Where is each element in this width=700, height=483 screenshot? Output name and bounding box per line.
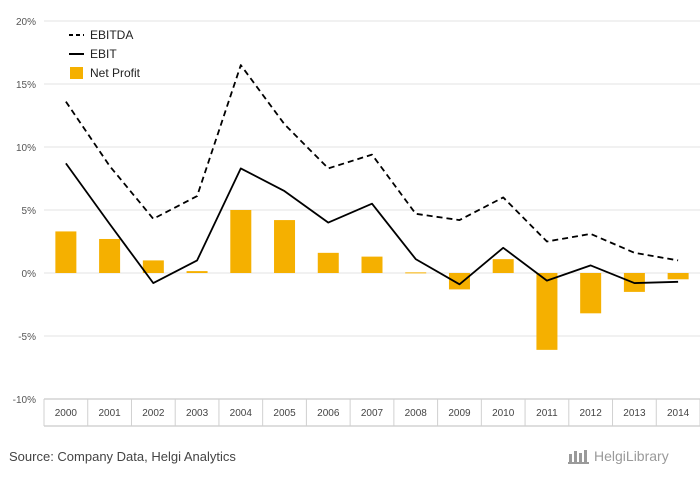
helgi-library-logo: HelgiLibrary bbox=[568, 448, 669, 464]
y-tick-label: 0% bbox=[22, 269, 37, 280]
x-tick-label: 2010 bbox=[492, 408, 515, 419]
x-tick-label: 2003 bbox=[186, 408, 209, 419]
x-tick-label: 2012 bbox=[580, 408, 603, 419]
y-tick-label: 5% bbox=[22, 206, 37, 217]
y-tick-label: 10% bbox=[16, 143, 36, 154]
gridlines bbox=[44, 20, 700, 400]
net-profit-bar bbox=[317, 252, 339, 273]
legend: EBITDA EBIT Net Profit bbox=[69, 28, 141, 80]
net-profit-bar bbox=[448, 273, 470, 290]
legend-swatch bbox=[70, 67, 83, 79]
net-profit-bar bbox=[274, 220, 296, 273]
library-icon bbox=[568, 450, 589, 464]
y-tick-label: -10% bbox=[13, 395, 36, 406]
legend-label: Net Profit bbox=[90, 66, 141, 80]
y-tick-label: 15% bbox=[16, 80, 36, 91]
ebitda-line bbox=[65, 64, 679, 262]
net-profit-bar bbox=[230, 210, 252, 273]
logo-text: HelgiLibrary bbox=[594, 448, 669, 464]
y-tick-label: 20% bbox=[16, 17, 36, 28]
net-profit-bar bbox=[186, 271, 208, 273]
x-tick-label: 2005 bbox=[273, 408, 296, 419]
chart: 20%15%10%5%0%-5%-10% 2000 2001 2002 2003 200… bbox=[13, 17, 700, 427]
x-tick-label: 2007 bbox=[361, 408, 384, 419]
net-profit-bar bbox=[142, 260, 164, 273]
net-profit-bar bbox=[580, 273, 602, 314]
x-tick-label: 2006 bbox=[317, 408, 340, 419]
x-tick-label: 2011 bbox=[536, 408, 558, 419]
x-tick-label: 2013 bbox=[623, 408, 646, 419]
ebit-line bbox=[65, 162, 679, 286]
x-tick-label: 2000 bbox=[55, 408, 78, 419]
legend-label: EBITDA bbox=[90, 28, 133, 42]
net-profit-bar bbox=[667, 273, 689, 280]
x-axis: 2000 2001 2002 2003 2004 2005 2006 2007 2008 2009… bbox=[43, 398, 700, 427]
net-profit-bar bbox=[55, 231, 77, 273]
line-series bbox=[65, 64, 679, 286]
net-profit-bar bbox=[405, 272, 427, 274]
source-note: Source: Company Data, Helgi Analytics bbox=[9, 449, 236, 464]
x-tick-label: 2008 bbox=[405, 408, 428, 419]
net-profit-bar bbox=[361, 256, 383, 273]
x-tick-label: 2002 bbox=[142, 408, 165, 419]
net-profit-bars bbox=[55, 210, 689, 350]
y-tick-label: -5% bbox=[18, 332, 36, 343]
net-profit-bar bbox=[492, 259, 514, 273]
x-tick-label: 2004 bbox=[230, 408, 253, 419]
net-profit-bar bbox=[99, 238, 121, 273]
x-tick-label: 2014 bbox=[667, 408, 690, 419]
y-axis-ticks: 20% 15% 10% 5% 0% -5% -10% bbox=[13, 17, 36, 406]
legend-label: EBIT bbox=[90, 47, 117, 61]
x-tick-label: 2009 bbox=[448, 408, 471, 419]
net-profit-bar bbox=[536, 273, 558, 350]
x-tick-label: 2001 bbox=[98, 408, 121, 419]
